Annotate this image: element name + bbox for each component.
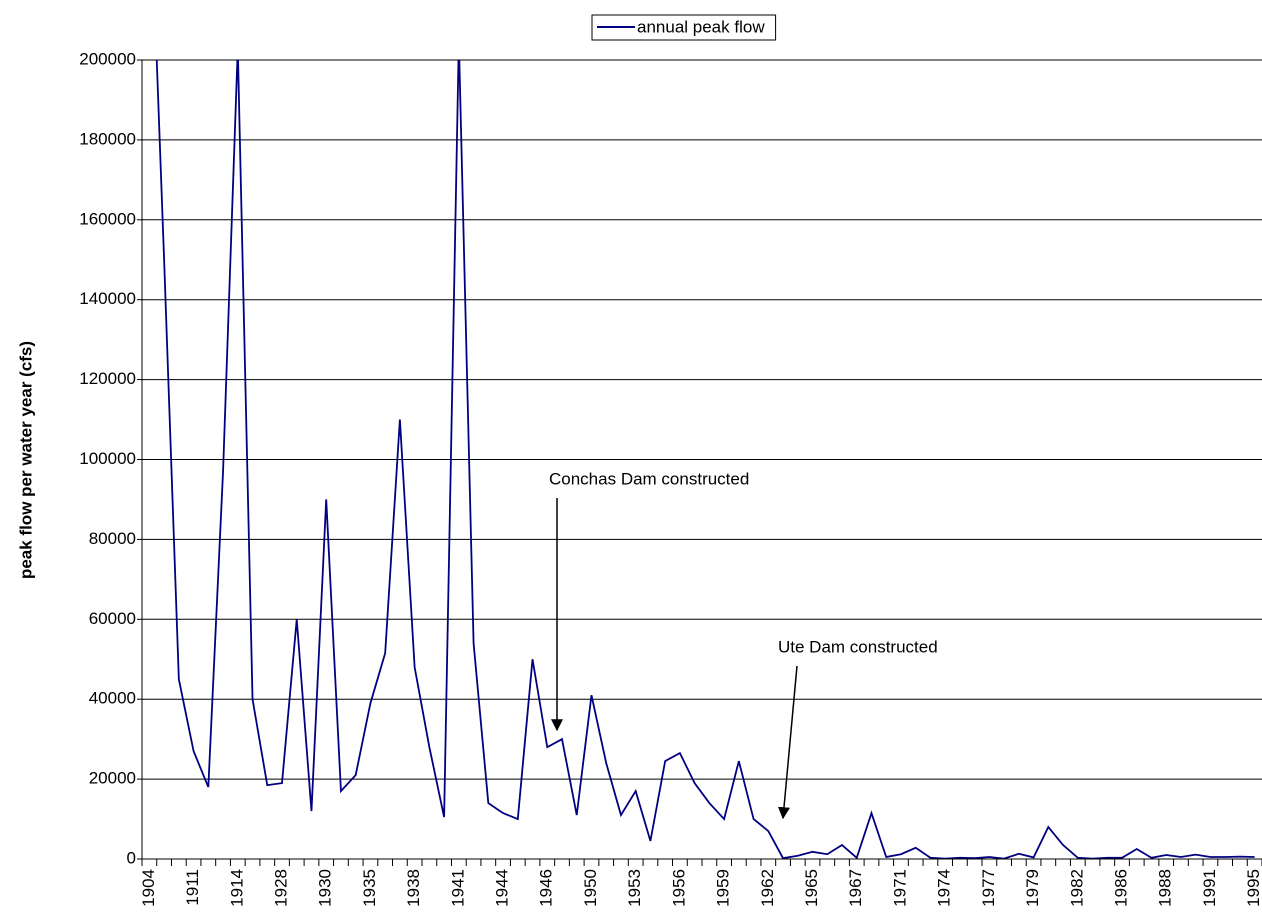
legend: annual peak flow <box>591 14 777 41</box>
x-tick-label: 1982 <box>1067 869 1086 907</box>
x-tick-label: 1967 <box>846 869 865 907</box>
x-tick-label: 1928 <box>271 869 290 907</box>
y-tick-label: 40000 <box>89 689 136 708</box>
x-tick-label: 1991 <box>1200 869 1219 907</box>
x-tick-label: 1944 <box>493 869 512 907</box>
annotation: Ute Dam constructed <box>778 637 938 656</box>
x-tick-label: 1946 <box>537 869 556 907</box>
x-tick-label: 1938 <box>404 869 423 907</box>
y-tick-label: 140000 <box>79 289 136 308</box>
y-tick-label: 20000 <box>89 769 136 788</box>
y-tick-label: 200000 <box>79 49 136 68</box>
series-line <box>155 60 1255 860</box>
annotation-arrow <box>778 665 798 820</box>
x-tick-label: 1988 <box>1156 869 1175 907</box>
x-tick-label: 1962 <box>758 869 777 907</box>
x-tick-label: 1974 <box>935 869 954 907</box>
x-tick-label: 1977 <box>979 869 998 907</box>
x-tick-label: 1965 <box>802 869 821 907</box>
legend-label: annual peak flow <box>637 17 765 36</box>
x-tick-label: 1914 <box>227 869 246 907</box>
y-tick-label: 180000 <box>79 129 136 148</box>
legend-box <box>591 14 777 41</box>
y-tick-label: 0 <box>127 848 136 867</box>
x-tick-label: 1986 <box>1111 869 1130 907</box>
x-tick-label: 1935 <box>360 869 379 907</box>
x-tick-label: 1904 <box>139 869 158 907</box>
x-tick-label: 1956 <box>669 869 688 907</box>
x-tick-label: 1995 <box>1244 869 1262 907</box>
y-tick-label: 120000 <box>79 369 136 388</box>
x-tick-label: 1959 <box>714 869 733 907</box>
x-tick-label: 1930 <box>316 869 335 907</box>
y-tick-label: 60000 <box>89 609 136 628</box>
x-tick-label: 1911 <box>183 869 202 906</box>
y-axis-label: peak flow per water year (cfs) <box>16 341 35 579</box>
y-tick-label: 80000 <box>89 529 136 548</box>
x-tick-label: 1941 <box>448 869 467 907</box>
x-tick-label: 1971 <box>890 869 909 907</box>
y-tick-label: 100000 <box>79 449 136 468</box>
y-tick-label: 160000 <box>79 209 136 228</box>
annotation: Conchas Dam constructed <box>549 469 749 488</box>
x-tick-label: 1950 <box>581 869 600 907</box>
x-tick-label: 1979 <box>1023 869 1042 907</box>
x-tick-label: 1953 <box>625 869 644 907</box>
